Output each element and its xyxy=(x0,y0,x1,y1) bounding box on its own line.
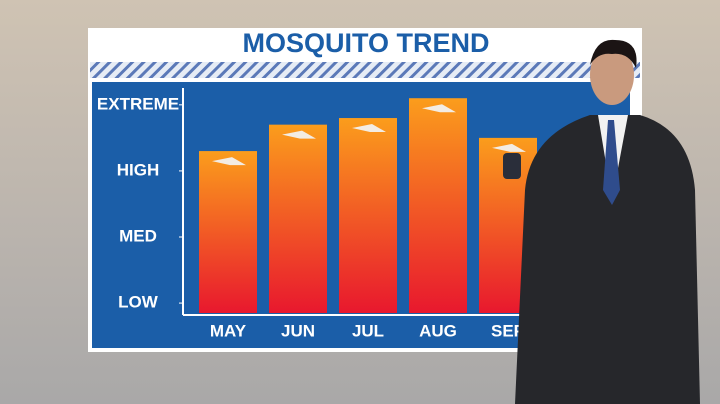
chart-title: MOSQUITO TREND xyxy=(242,28,489,58)
presenter-suit xyxy=(515,115,700,404)
presenter-head xyxy=(590,45,634,105)
bar xyxy=(199,151,257,313)
clicker xyxy=(503,153,521,179)
x-tick-label: JUL xyxy=(352,321,384,340)
bar xyxy=(269,124,327,313)
y-tick-label: EXTREME xyxy=(97,94,179,113)
bar xyxy=(409,98,467,313)
x-tick-label: AUG xyxy=(419,321,457,340)
mosquito-icon xyxy=(422,104,456,113)
presenter xyxy=(503,39,700,404)
x-tick-label: JUN xyxy=(281,321,315,340)
x-tick-label: SEP xyxy=(491,321,525,340)
bar xyxy=(339,118,397,313)
presenter-tie xyxy=(603,120,620,205)
stripe-band xyxy=(90,62,640,78)
y-tick-label: MED xyxy=(119,226,157,245)
mosquito-icon xyxy=(492,143,526,152)
y-tick-label: LOW xyxy=(118,293,159,312)
y-tick-label: HIGH xyxy=(117,160,160,179)
presenter-hair xyxy=(590,39,637,68)
mosquito-icon xyxy=(352,124,386,133)
mosquito-icon xyxy=(282,130,316,139)
x-tick-label: MAY xyxy=(210,321,247,340)
mosquito-icon xyxy=(212,157,246,166)
